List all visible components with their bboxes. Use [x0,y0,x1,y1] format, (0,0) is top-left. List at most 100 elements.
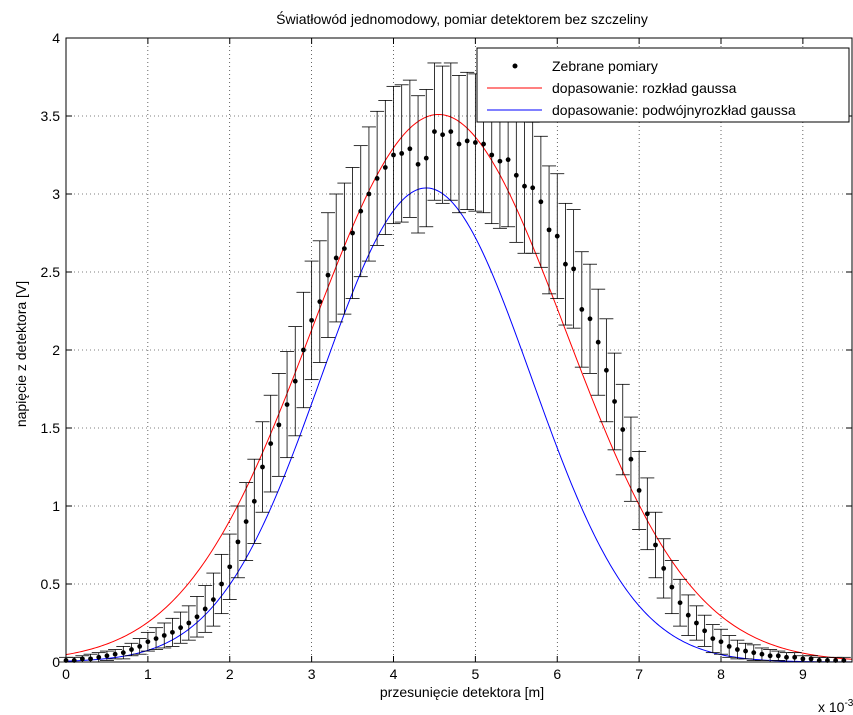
data-point [440,132,446,138]
data-point [620,427,626,432]
x-tick-label: 9 [799,666,807,682]
data-point [112,651,118,657]
data-point [79,656,85,662]
data-point [726,644,732,649]
data-point [161,633,167,638]
y-tick-label: 3.5 [41,108,61,124]
x-axis-multiplier-exponent: -3 [844,698,853,709]
legend-label-pomiary: Zebrane pomiary [552,58,658,74]
y-tick-label: 0 [52,654,60,670]
data-point [219,581,224,587]
x-tick-label: 0 [62,666,70,682]
y-tick-label: 0.5 [41,576,61,592]
legend-label-gauss: dopasowanie: rozkład gaussa [552,80,737,96]
data-point [292,378,298,384]
data-point [366,191,372,197]
data-point [399,151,405,156]
data-point [743,648,748,654]
data-point [669,584,675,590]
data-point [284,402,290,407]
x-axis-multiplier-base: x 10 [818,699,845,715]
data-point [129,647,134,652]
data-point [186,620,192,626]
data-point [309,317,315,323]
y-tick-label: 1.5 [41,420,61,436]
data-point [497,158,503,164]
x-tick-label: 8 [717,666,725,682]
data-point [317,299,323,305]
axes: 0 1 2 3 4 5 6 7 8 9 0 0.5 1 1.5 2 2.5 3 3.5 4 [41,30,853,682]
y-axis-label: napięcie z detektora [V] [13,281,29,427]
data-point [350,230,355,236]
data-point [522,183,527,189]
x-tick-label: 5 [471,666,479,682]
data-point [546,227,552,233]
y-tick-label: 2 [52,342,60,358]
data-point [137,644,143,649]
data-point [456,141,462,147]
data-point [554,233,560,239]
x-tick-label: 6 [553,666,561,682]
data-point [513,172,519,178]
chart-title: Światłowód jednomodowy, pomiar detektore… [276,10,648,27]
data-point [88,656,93,662]
data-point [751,650,757,656]
data-point [718,639,724,645]
data-point [767,653,773,659]
data-point [530,185,536,191]
x-axis-multiplier: x 10-3 [818,698,853,715]
x-tick-label: 1 [144,666,152,682]
legend: Zebrane pomiary dopasowanie: rozkład gau… [476,47,850,123]
data-point [579,307,585,312]
data-point [325,272,331,278]
x-axis-label: przesunięcie detektora [m] [380,684,544,700]
data-point [341,246,347,252]
legend-label-double-gauss: dopasowanie: podwójnyrozkład gaussa [552,102,796,118]
data-point [415,161,421,167]
legend-marker-pomiary [512,63,518,69]
data-point [210,597,216,602]
data-point [170,629,175,635]
data-point [636,488,642,493]
data-point [104,653,110,659]
data-point [538,199,544,205]
data-point [661,566,667,571]
data-point [505,157,511,163]
y-tick-label: 4 [52,30,60,46]
data-point [194,614,200,620]
data-point [227,564,233,570]
data-point [710,636,716,641]
data-point [96,654,102,660]
data-point [391,152,396,158]
data-point [120,650,126,656]
data-point [612,399,617,404]
data-point [775,653,781,659]
data-point [178,625,184,631]
data-point [268,441,274,446]
data-point [734,647,740,652]
data-point [145,639,151,645]
x-tick-label: 3 [308,666,316,682]
data-point [685,612,691,618]
x-tick-label: 7 [635,666,643,682]
data-point [595,339,601,345]
data-point [251,498,257,504]
data-point [153,636,159,641]
y-tick-label: 3 [52,186,60,202]
data-point [587,316,593,322]
y-tick-label: 1 [52,498,60,514]
data-point [628,456,634,462]
data-point [448,129,454,135]
data-point [235,539,241,545]
y-tick-label: 2.5 [41,264,61,280]
data-point [276,422,282,428]
data-point [407,146,413,152]
data-point [489,152,495,158]
data-point [260,464,265,470]
data-point [382,165,388,170]
x-tick-label: 4 [390,666,398,682]
data-point [677,600,683,606]
data-point [423,155,429,161]
data-point [464,138,470,144]
